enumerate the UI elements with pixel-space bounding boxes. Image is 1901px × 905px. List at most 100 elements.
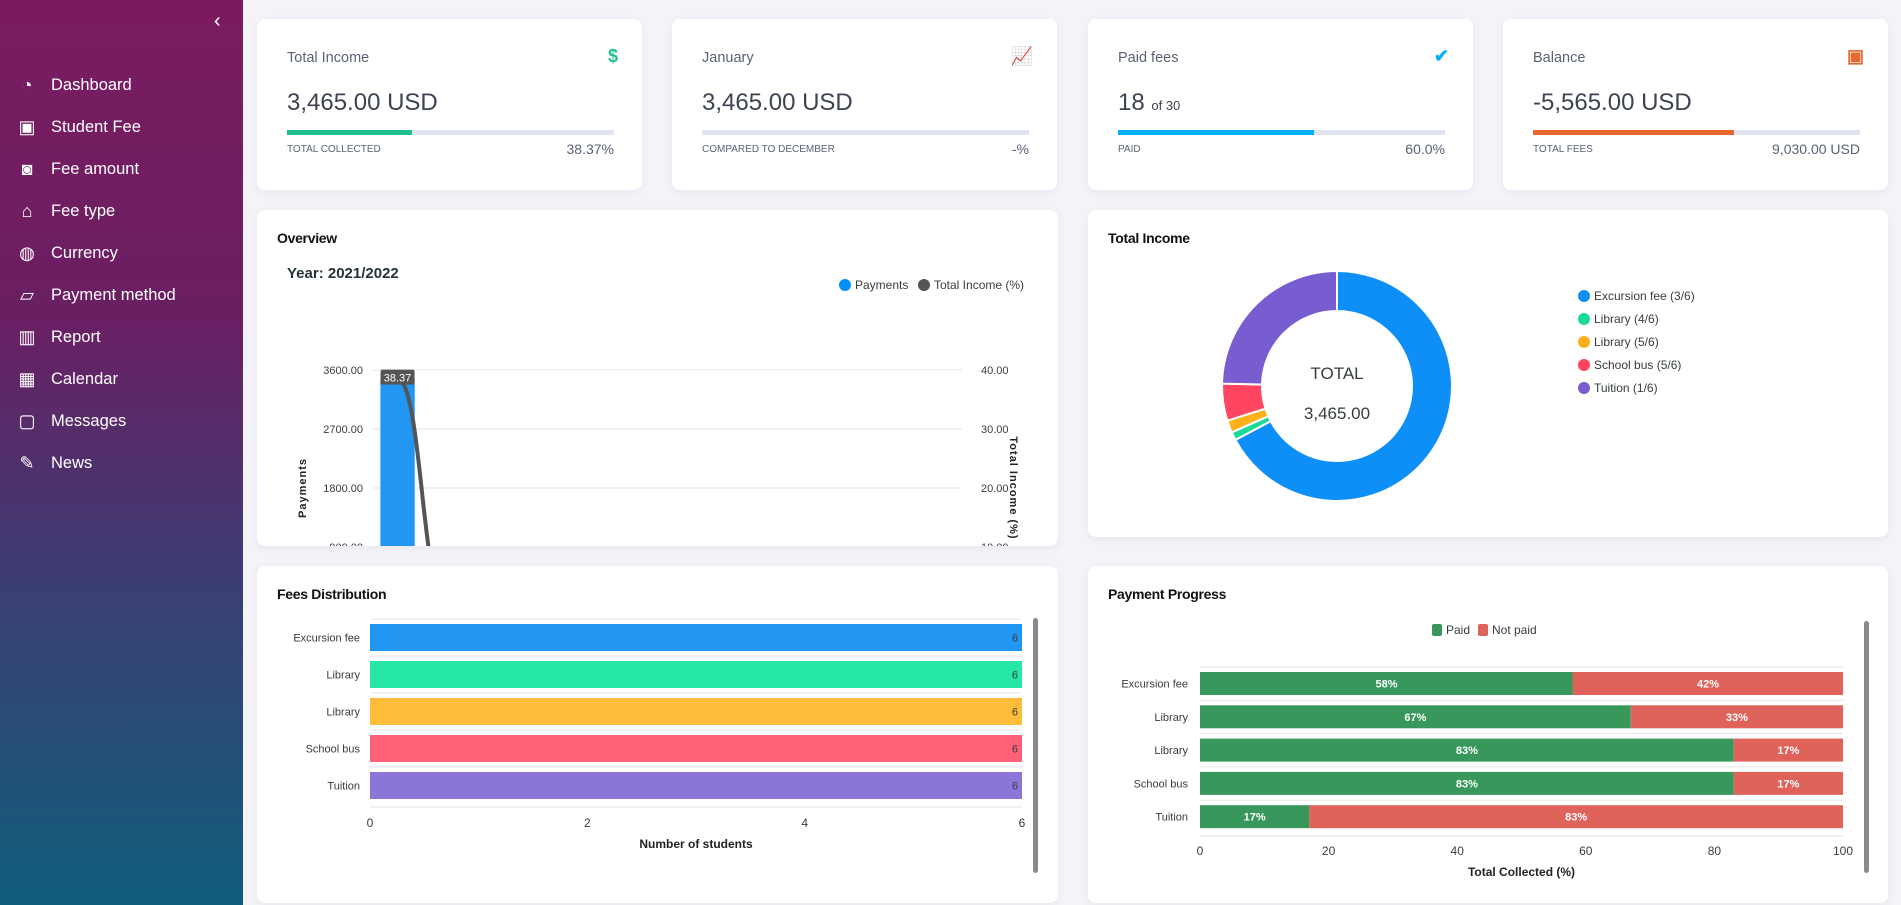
- kpi-value-sub: of 30: [1151, 98, 1181, 113]
- y-tick-label: School bus: [306, 744, 361, 756]
- sidebar-item-label: Currency: [51, 243, 118, 262]
- y-tick-label: Library: [326, 707, 360, 719]
- total-income-line: [396, 377, 431, 546]
- x-axis-title: Number of students: [639, 837, 753, 851]
- sidebar-item-label: Calendar: [51, 369, 118, 388]
- y-tick-label: 2700.00: [323, 424, 363, 436]
- kpi-footer-value: -%: [1011, 141, 1029, 157]
- y-axis-title: Payments: [297, 458, 309, 518]
- sidebar-item-student-fee[interactable]: ▣ Student Fee: [12, 109, 141, 145]
- sidebar-item-report[interactable]: ▥ Report: [12, 319, 101, 355]
- sidebar-item-label: Student Fee: [51, 117, 141, 136]
- x-tick-label: 4: [801, 816, 808, 830]
- y-tick-label: Library: [1154, 745, 1188, 757]
- overview-card: Overview Year: 2021/20220.000.00900.0010…: [257, 210, 1058, 546]
- bar-value-label: 83%: [1456, 745, 1478, 757]
- sidebar-item-news[interactable]: ✎ News: [12, 445, 92, 481]
- wallet-icon: ▣: [18, 116, 36, 137]
- x-tick-label: 100: [1833, 844, 1853, 858]
- kpi-footer-value: 38.37%: [566, 141, 614, 157]
- bar-value: 6: [1012, 707, 1018, 719]
- sidebar-item-calendar[interactable]: ▦ Calendar: [12, 361, 118, 397]
- x-tick-label: 6: [1019, 816, 1026, 830]
- bar-value-label: 17%: [1244, 812, 1266, 824]
- bar-value: 6: [1012, 670, 1018, 682]
- sidebar-item-label: Fee amount: [51, 159, 140, 178]
- not-paid-bar: [1733, 738, 1843, 762]
- not-paid-bar: [1630, 705, 1843, 729]
- gauge-icon: ◔: [21, 74, 33, 95]
- sidebar-item-fee-type[interactable]: ⌂ Fee type: [12, 193, 116, 229]
- donut-center-value: 3,465.00: [1304, 404, 1370, 423]
- bar-value-label: 83%: [1456, 778, 1478, 790]
- kpi-progress-bar: [702, 130, 1029, 135]
- bar-value-label: 83%: [1565, 812, 1587, 824]
- y-tick-label: Library: [326, 670, 360, 682]
- legend-paid: Paid: [1446, 623, 1470, 637]
- payment-progress-card: Payment Progress 58% 42% Excursion fee 67% 3…: [1088, 566, 1888, 903]
- legend-item: Library (5/6): [1594, 335, 1659, 349]
- y-tick-label: Library: [1154, 712, 1188, 724]
- sidebar-item-messages[interactable]: ▢ Messages: [12, 403, 126, 439]
- sidebar-item-label: Messages: [51, 411, 127, 430]
- data-label-bg: [380, 369, 415, 385]
- legend-marker: [1578, 313, 1590, 325]
- kpi-value: 18 of 30: [1118, 89, 1180, 117]
- y2-tick-label: 30.00: [981, 424, 1009, 436]
- kpi-footer-label: PAID: [1118, 144, 1141, 155]
- kpi-progress-bar: [287, 130, 614, 135]
- legend-item: Tuition (1/6): [1594, 381, 1658, 395]
- dollar-icon: $: [607, 46, 618, 66]
- kpi-value-text: 18: [1118, 89, 1145, 116]
- x-tick-label: 40: [1451, 844, 1465, 858]
- legend-item: Library (4/6): [1594, 312, 1659, 326]
- check-icon: ✔: [1433, 46, 1449, 66]
- y2-axis-title: Total Income (%): [1007, 436, 1019, 539]
- kpi-progress-fill: [1533, 130, 1735, 135]
- legend-marker-total-income: [918, 279, 930, 291]
- legend-marker: [1578, 290, 1590, 302]
- bar-value-label: 58%: [1375, 679, 1397, 691]
- bar-value-label: 33%: [1726, 712, 1748, 724]
- legend-marker-payments: [839, 279, 851, 291]
- legend-item: Excursion fee (3/6): [1594, 289, 1695, 303]
- kpi-title: January: [702, 50, 754, 66]
- kpi-progress-fill: [287, 130, 413, 135]
- collapse-sidebar-chevron-left-icon[interactable]: ‹: [214, 10, 221, 32]
- scrollbar[interactable]: [1864, 621, 1869, 873]
- sidebar-item-label: Report: [51, 327, 101, 346]
- donut-slice: [1221, 269, 1338, 386]
- kpi-value-text: 3,465.00 USD: [287, 89, 438, 116]
- legend-marker-paid: [1432, 624, 1442, 636]
- y-tick-label: 3600.00: [323, 365, 363, 377]
- bar-value-label: 42%: [1697, 679, 1719, 691]
- y-tick-label: 1800.00: [323, 483, 363, 495]
- chart-subtitle: Year: 2021/2022: [287, 265, 399, 282]
- paid-bar: [1200, 672, 1573, 695]
- sidebar-item-label: Payment method: [51, 285, 176, 304]
- kpi-value: 3,465.00 USD: [287, 89, 438, 117]
- kpi-title: Balance: [1533, 50, 1586, 66]
- fees-bar: [370, 772, 1022, 799]
- fees-bar: [370, 661, 1022, 688]
- sidebar-item-payment-method[interactable]: ▱ Payment method: [12, 277, 176, 313]
- tag-icon: ⌂: [21, 200, 33, 221]
- kpi-card-january: January 📈 3,465.00 USD COMPARED TO DECEM…: [672, 19, 1057, 190]
- y2-tick-label: 40.00: [981, 365, 1009, 377]
- y2-tick-label: 20.00: [981, 483, 1009, 495]
- x-tick-label: 60: [1579, 844, 1593, 858]
- sidebar-item-dashboard[interactable]: ◔ Dashboard: [12, 67, 132, 103]
- scrollbar[interactable]: [1033, 618, 1038, 873]
- fees-distribution-card: Fees Distribution Excursion fee 6 Library 6…: [257, 566, 1058, 903]
- legend-payments: Payments: [855, 278, 908, 292]
- kpi-footer-value: 9,030.00 USD: [1772, 141, 1860, 157]
- y-tick-label: Tuition: [1155, 812, 1188, 824]
- sidebar-item-fee-amount[interactable]: ◙ Fee amount: [12, 151, 140, 187]
- overview-title: Overview: [277, 230, 337, 246]
- not-paid-bar: [1309, 805, 1843, 829]
- paid-bar: [1200, 805, 1310, 829]
- fees-distribution-title: Fees Distribution: [277, 586, 387, 602]
- not-paid-bar: [1572, 672, 1843, 695]
- sidebar-item-currency[interactable]: ◍ Currency: [12, 235, 118, 271]
- kpi-value-text: 3,465.00 USD: [702, 89, 853, 116]
